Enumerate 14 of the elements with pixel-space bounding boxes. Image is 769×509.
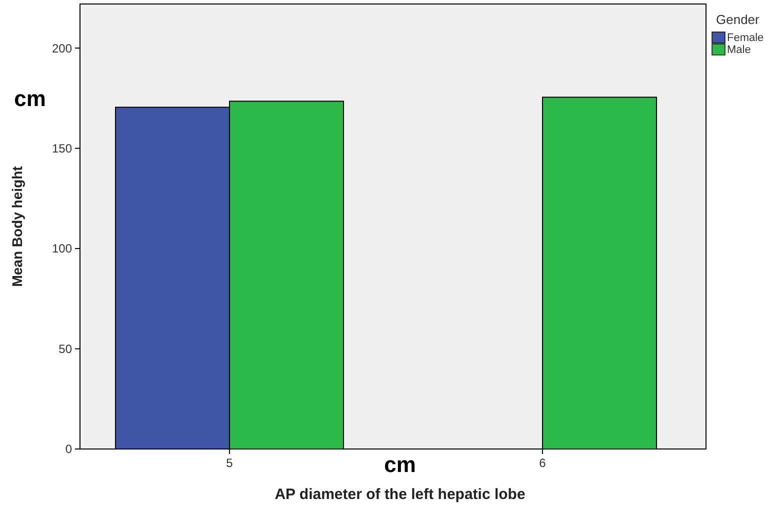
y-tick-label: 50	[58, 342, 72, 356]
y-tick-label: 150	[52, 142, 72, 156]
y-axis-title: Mean Body height	[9, 166, 25, 287]
y-tick-label: 200	[52, 41, 72, 56]
text: cm	[14, 86, 46, 111]
legend-title: Gender	[716, 12, 760, 27]
y-tick-label: 100	[52, 242, 72, 256]
x-axis-title: AP diameter of the left hepatic lobe	[274, 486, 526, 503]
y-tick-label: 0	[65, 442, 72, 456]
legend-label: Female	[727, 32, 764, 44]
text: cm	[384, 452, 416, 477]
x-tick-label: 6	[539, 456, 546, 470]
legend-label: Male	[727, 44, 751, 56]
x-tick-label: 5	[226, 456, 234, 470]
